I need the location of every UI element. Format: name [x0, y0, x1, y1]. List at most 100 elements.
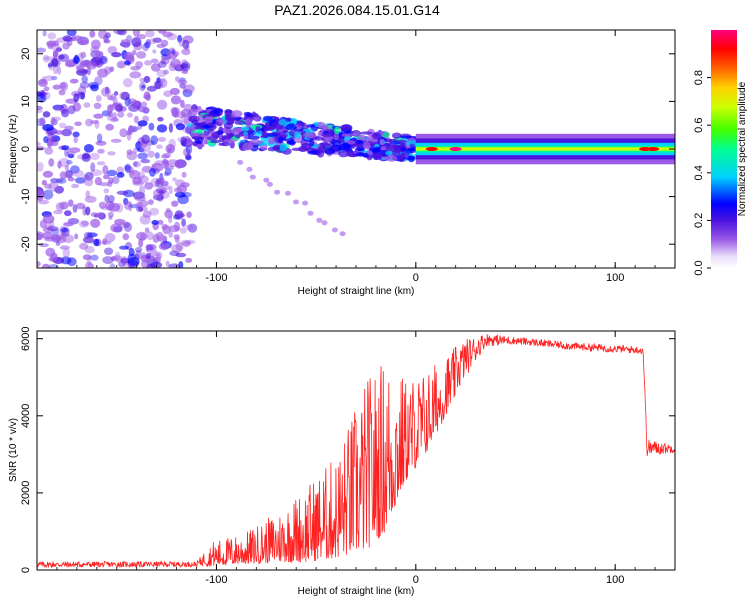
spectrogram-blob	[44, 147, 54, 155]
spectrogram-blob	[48, 181, 59, 192]
spectrogram-blob	[181, 171, 187, 178]
spectrogram-blob	[159, 78, 168, 88]
spectrogram-blob	[340, 124, 352, 132]
x-tick-label: -100	[205, 574, 227, 586]
spectrogram-blob	[119, 91, 129, 100]
spectrogram-blob	[38, 79, 47, 85]
spectrogram-blob	[165, 144, 176, 154]
spectrogram-blob	[43, 91, 51, 100]
spectrogram-blob	[107, 195, 115, 203]
spectrogram-blob	[86, 61, 97, 70]
spectrogram-blob	[140, 159, 151, 164]
spectrogram-blob	[400, 135, 412, 139]
spectrogram-blob	[119, 245, 129, 250]
spectrogram-blob	[187, 223, 198, 233]
spectrogram-blob	[175, 179, 185, 187]
spectrogram-blob	[298, 145, 308, 153]
spectrogram-blob	[67, 199, 74, 207]
spectrogram-blob	[247, 143, 254, 150]
spectrogram-blob	[127, 257, 140, 266]
spectrogram-blob	[278, 136, 284, 144]
spectrogram-blob	[188, 108, 198, 116]
spectrogram-blob	[115, 104, 123, 112]
spectrogram-blob	[157, 116, 164, 122]
spectrogram-blob	[152, 37, 162, 43]
snr-x-label: Height of straight line (km)	[298, 586, 415, 597]
spectrogram-blob	[59, 171, 68, 180]
spectrogram-blob	[80, 51, 87, 59]
spectrogram-blob	[42, 54, 50, 63]
spectrogram-blob	[78, 220, 89, 228]
spectrogram-blob	[350, 132, 360, 136]
spectrogram-blob	[108, 211, 114, 218]
spectrogram-blob	[204, 124, 210, 129]
spectrogram-blob	[156, 99, 168, 110]
spectrogram-blob	[77, 91, 86, 100]
spectrogram-blob	[93, 238, 100, 247]
spectrogram-blob	[117, 61, 125, 69]
spectrogram-blob	[58, 89, 66, 96]
spectrogram-blob	[168, 165, 174, 170]
spectrogram-blob	[174, 191, 186, 198]
spectrogram-blob	[71, 183, 80, 189]
spectrogram-blob	[168, 123, 173, 133]
spectrogram-blob	[157, 60, 167, 68]
spectrogram-blob	[168, 230, 174, 238]
spectrogram-blob	[106, 169, 118, 177]
spectrogram-blob	[48, 264, 59, 268]
spectrogram-blob	[184, 155, 192, 161]
spectrogram-blob	[308, 139, 315, 147]
spectrogram-blob	[83, 102, 91, 108]
spectrogram-blob	[211, 132, 220, 139]
spectrogram-blob	[246, 166, 253, 172]
spectrogram-blob	[57, 160, 62, 169]
spectrogram-blob	[37, 47, 46, 53]
spectrogram-blob	[139, 77, 145, 83]
spectrogram-blob	[139, 185, 146, 196]
spectrogram-blob	[44, 224, 54, 230]
spectrogram-blob	[177, 79, 188, 85]
spectrogram-blob	[117, 30, 127, 36]
spectrogram-blob	[165, 207, 171, 213]
spectrogram-blob	[122, 233, 130, 241]
spectrogram-blob	[95, 95, 102, 102]
spectrogram-blob	[385, 143, 398, 152]
spectrogram-blob	[62, 248, 71, 258]
spectrogram-blob	[50, 252, 58, 262]
spectrogram-blob	[115, 251, 121, 260]
spectrogram-blob	[148, 199, 154, 205]
spectrogram-blob	[150, 58, 159, 64]
spectrogram-blob	[107, 46, 118, 54]
spectrogram-blob	[109, 103, 118, 111]
spectrogram-blob	[146, 85, 157, 92]
spectrogram-blob	[48, 158, 55, 167]
spectrogram-blob	[89, 152, 100, 160]
spectrogram-blob	[291, 147, 302, 151]
spectrogram-blob	[71, 35, 83, 41]
spectrogram-blob	[363, 153, 369, 158]
spectrogram-blob	[56, 178, 67, 184]
spectrogram-blob	[318, 144, 327, 153]
spectrogram-blob	[374, 146, 381, 152]
spectrogram-blob	[101, 87, 111, 97]
spectrogram-blob	[37, 261, 41, 267]
spectrogram-blob	[83, 144, 94, 153]
spectrogram-blob	[157, 189, 166, 195]
spectrogram-blob	[181, 191, 192, 198]
spectrogram-blob	[95, 50, 104, 59]
colorbar-tick-label: 0.2	[693, 213, 705, 228]
colorbar-gradient	[711, 30, 737, 268]
spectrogram-blob	[43, 136, 49, 144]
spectrogram-blob	[162, 158, 168, 165]
spectrogram-blob	[255, 126, 261, 133]
spectrogram-blob	[52, 116, 61, 121]
spectrogram-blob	[266, 133, 278, 137]
spectrogram-blob	[89, 30, 96, 38]
spectrogram-blob	[324, 147, 335, 155]
spectrogram-blob	[104, 232, 116, 243]
spectrogram-blob	[338, 150, 349, 158]
spectrogram-blob	[47, 32, 57, 40]
spectrogram-blob	[145, 244, 150, 253]
